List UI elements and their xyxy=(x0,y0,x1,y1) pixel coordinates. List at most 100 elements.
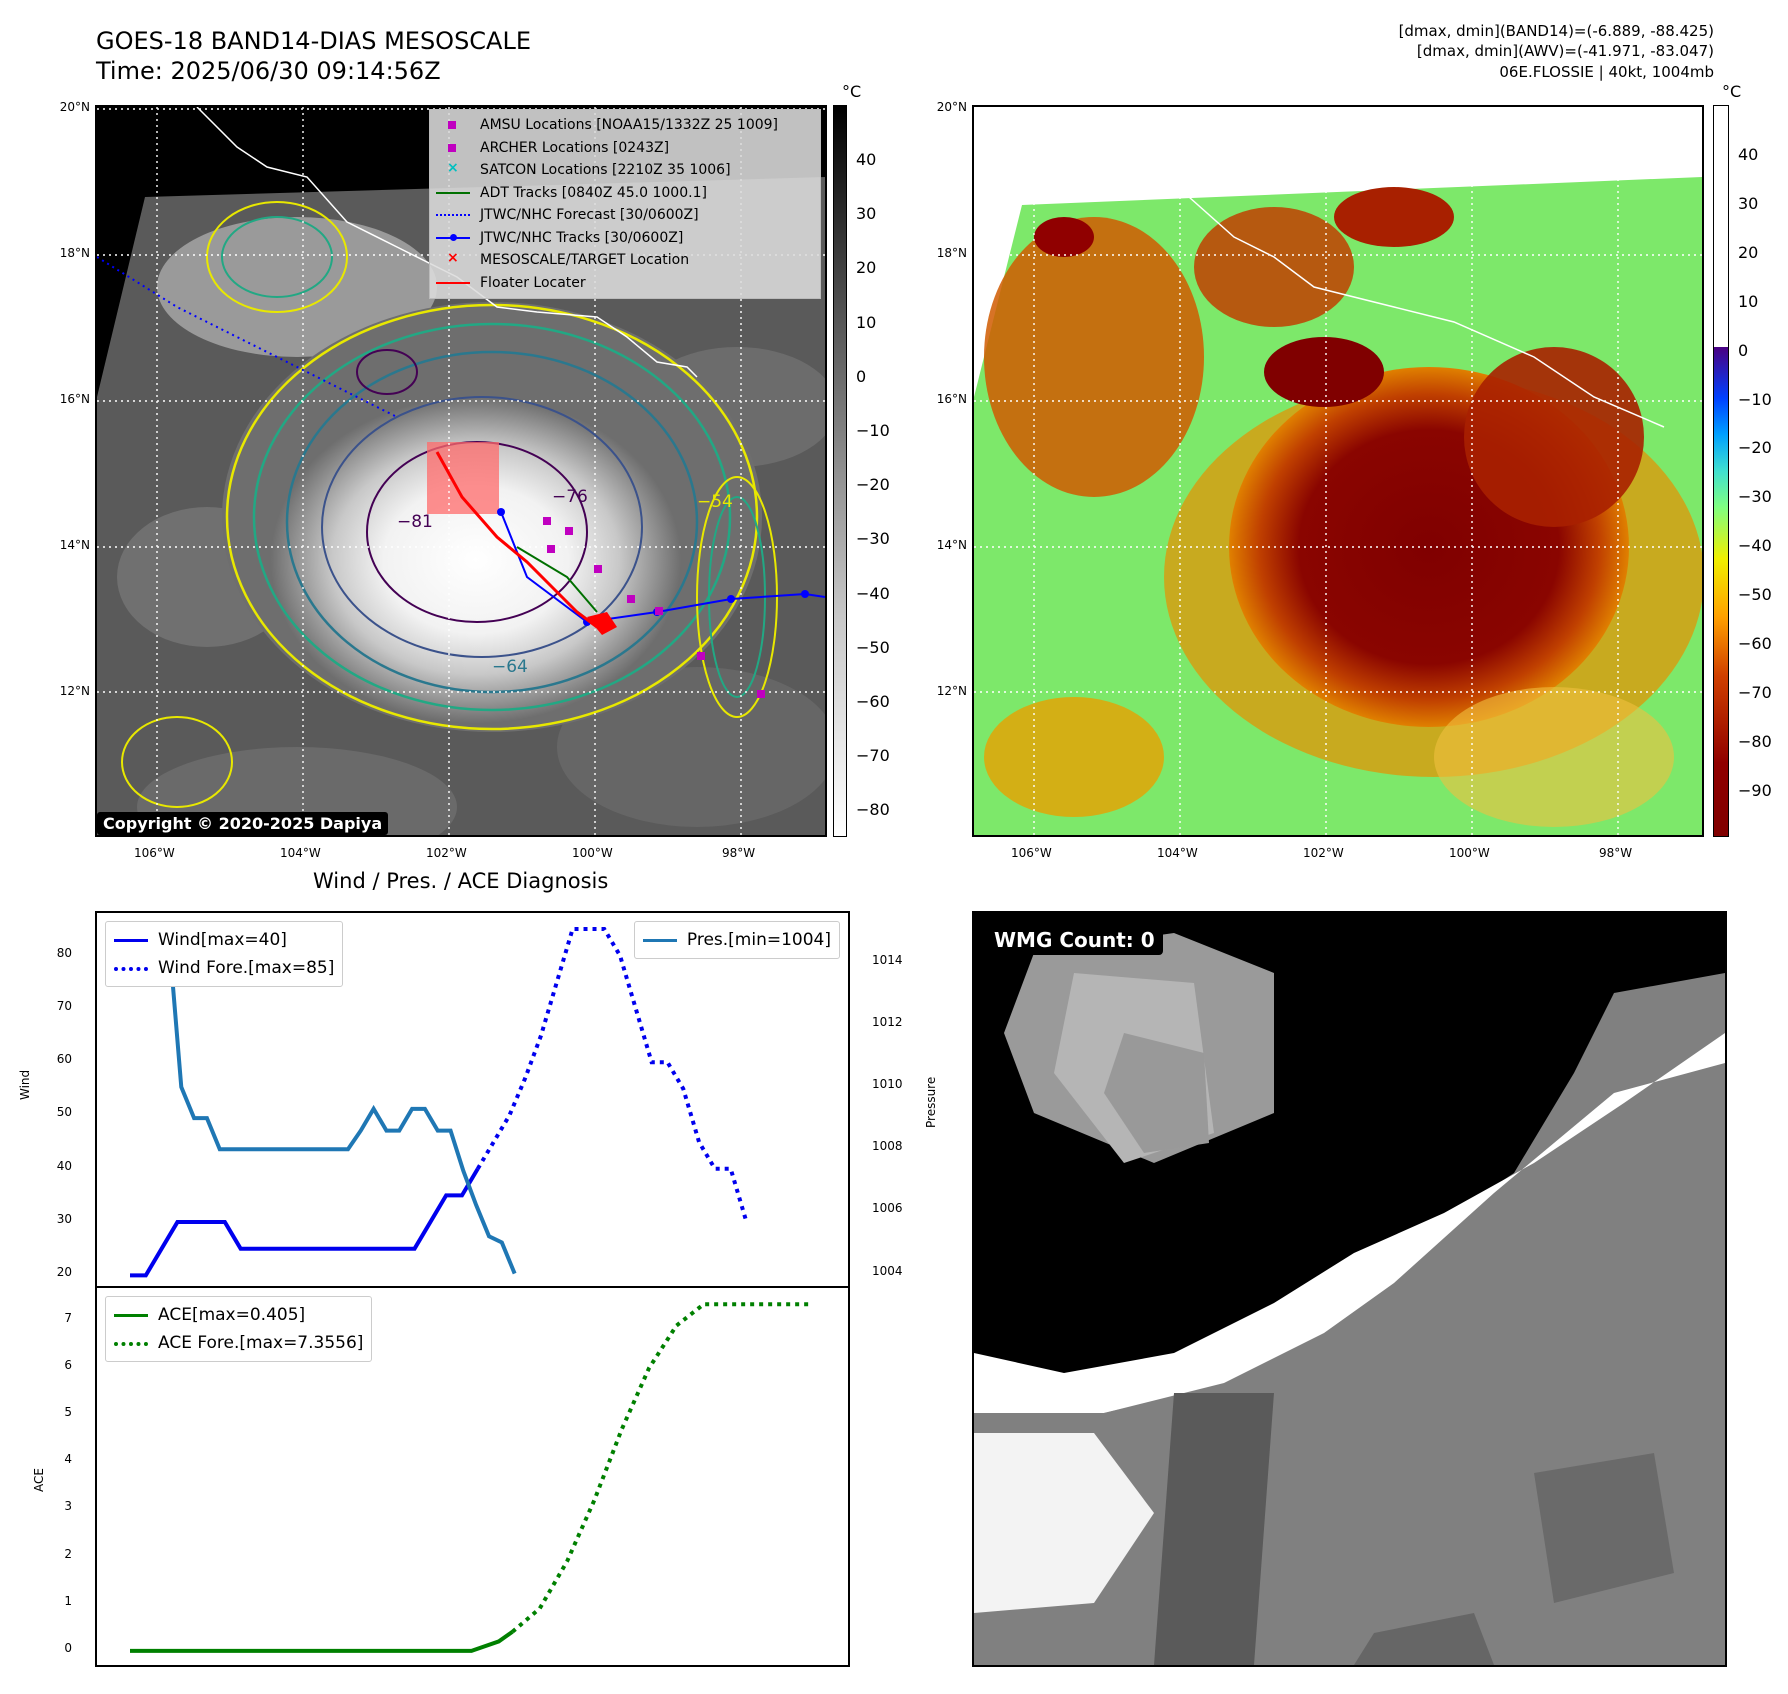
colorbar-tick-label: 30 xyxy=(1738,193,1759,213)
wmg-panel: WMG Count: 0 xyxy=(972,911,1727,1667)
legend-item-tracks: JTWC/NHC Tracks [30/0600Z] xyxy=(436,227,814,250)
ace-panel: ACE[max=0.405] ACE Fore.[max=7.3556] xyxy=(95,1286,850,1667)
colorbar-tick-label: 20 xyxy=(1738,242,1759,262)
colorbar-tick-label: −20 xyxy=(1738,438,1772,458)
ace-plot xyxy=(130,1302,813,1653)
y-tick-label: 6 xyxy=(64,1358,72,1373)
lat-label: 14°N xyxy=(936,538,967,552)
colorbar-tick-label: −80 xyxy=(1738,731,1772,751)
wv-map-image xyxy=(974,107,1702,835)
colorbar-tick-label: 30 xyxy=(856,204,877,224)
lat-label: 18°N xyxy=(936,246,967,260)
colorbar-tick-label: −60 xyxy=(856,692,890,711)
lon-label: 102°W xyxy=(426,846,467,860)
colorbar-tick-label: −90 xyxy=(1738,780,1772,800)
lat-label: 18°N xyxy=(59,246,90,260)
wmg-count-label: WMG Count: 0 xyxy=(986,925,1163,955)
y-tick-label: 30 xyxy=(56,1212,72,1227)
y-tick-label: 0 xyxy=(64,1640,72,1655)
legend-item-floater: Floater Locater xyxy=(436,272,814,295)
y-tick-label: 5 xyxy=(64,1405,72,1420)
wv-map-panel xyxy=(972,105,1704,837)
colorbar-tick-label: 20 xyxy=(856,258,877,278)
lon-label: 106°W xyxy=(134,846,175,860)
legend-item-archer: ARCHER Locations [0243Z] xyxy=(436,137,814,160)
ace-legend: ACE[max=0.405] ACE Fore.[max=7.3556] xyxy=(105,1296,373,1362)
ace-axis-label: ACE xyxy=(32,1468,46,1492)
legend-wind: Wind[max=40] xyxy=(114,926,334,954)
colorbar-tick-label: −30 xyxy=(1738,487,1772,507)
colorbar-unit: °C xyxy=(842,82,862,101)
colorbar-tick-label: −40 xyxy=(1738,536,1772,556)
lat-label: 20°N xyxy=(59,100,90,114)
wind-legend: Wind[max=40] Wind Fore.[max=85] xyxy=(105,921,344,987)
pressure-axis-label: Pressure xyxy=(924,1076,938,1128)
wind-pressure-plot xyxy=(130,926,749,1278)
colorbar-tick-label: −10 xyxy=(1738,389,1772,409)
legend-item-target: × MESOSCALE/TARGET Location xyxy=(447,250,690,269)
ir-map-panel: −64 −81 −76 −54 AMSU Locations [NOAA15/1… xyxy=(95,105,827,837)
lat-label: 14°N xyxy=(59,538,90,552)
colorbar-tick-label: 10 xyxy=(1738,291,1759,311)
colorbar-tick-label: −20 xyxy=(856,475,890,495)
colorbar-tick-label: 10 xyxy=(856,312,877,332)
lon-label: 98°W xyxy=(1599,846,1633,860)
wind-pressure-panel: Wind[max=40] Wind Fore.[max=85] Pres.[mi… xyxy=(95,911,850,1288)
y-tick-label: 1008 xyxy=(872,1139,903,1154)
y-tick-label: 1012 xyxy=(872,1014,903,1029)
y-tick-label: 1014 xyxy=(872,952,903,967)
lat-label: 12°N xyxy=(59,684,90,698)
diagnosis-title: Wind / Pres. / ACE Diagnosis xyxy=(313,869,609,893)
figure-title-line2: Time: 2025/06/30 09:14:56Z xyxy=(96,57,441,85)
lat-label: 12°N xyxy=(936,684,967,698)
y-tick-label: 70 xyxy=(56,998,72,1013)
y-tick-label: 80 xyxy=(56,945,72,960)
wind-series-line xyxy=(130,1167,480,1278)
contour-label: −76 xyxy=(552,487,588,507)
y-tick-label: 1010 xyxy=(872,1077,903,1092)
copyright-label: Copyright © 2020-2025 Dapiya xyxy=(97,812,389,835)
legend-pressure: Pres.[min=1004] xyxy=(642,926,831,954)
stats-line2: [dmax, dmin](AWV)=(-41.971, -83.047) xyxy=(1416,42,1714,60)
lon-label: 104°W xyxy=(280,846,321,860)
stats-line1: [dmax, dmin](BAND14)=(-6.889, -88.425) xyxy=(1398,22,1714,40)
legend-item-amsu: AMSU Locations [NOAA15/1332Z 25 1009] xyxy=(436,114,814,137)
pressure-series-line xyxy=(130,929,517,1275)
lat-label: 20°N xyxy=(936,100,967,114)
y-tick-label: 40 xyxy=(56,1158,72,1173)
colorbar-tick-label: −10 xyxy=(856,421,890,440)
colorbar-tick-label: −30 xyxy=(856,529,890,549)
legend-ace-forecast: ACE Fore.[max=7.3556] xyxy=(114,1329,363,1357)
colorbar-tick-label: 40 xyxy=(856,150,877,169)
lon-label: 106°W xyxy=(1011,846,1052,860)
wv-colorbar xyxy=(1713,105,1729,837)
colorbar-tick-label: 0 xyxy=(856,366,867,386)
wind-axis-label: Wind xyxy=(18,1069,32,1100)
colorbar-tick-label: 0 xyxy=(1738,340,1749,360)
ir-map-image: −64 −81 −76 −54 xyxy=(97,107,825,835)
lon-label: 100°W xyxy=(572,846,613,860)
y-tick-label: 1006 xyxy=(872,1201,903,1216)
y-tick-label: 1 xyxy=(64,1593,72,1608)
legend-item-adt: ADT Tracks [0840Z 45.0 1000.1] xyxy=(436,182,814,205)
contour-label: −81 xyxy=(397,512,433,532)
legend-wind-forecast: Wind Fore.[max=85] xyxy=(114,954,334,982)
colorbar-tick-label: −80 xyxy=(856,800,890,820)
contour-label: −54 xyxy=(697,492,733,512)
lat-label: 16°N xyxy=(936,392,967,406)
colorbar-tick-label: −70 xyxy=(1738,682,1772,702)
lon-label: 98°W xyxy=(722,846,756,860)
ace-forecast-series-line xyxy=(511,1302,813,1634)
legend-item-satcon: × SATCON Locations [2210Z 35 1006] xyxy=(447,160,731,179)
y-tick-label: 50 xyxy=(56,1105,72,1120)
y-tick-label: 7 xyxy=(64,1310,72,1325)
y-tick-label: 20 xyxy=(56,1265,72,1280)
colorbar-tick-label: −70 xyxy=(856,746,890,766)
ir-colorbar xyxy=(833,105,847,837)
colorbar-tick-label: 40 xyxy=(1738,145,1759,164)
lon-label: 102°W xyxy=(1303,846,1344,860)
wind-forecast-series-line xyxy=(476,926,749,1223)
y-tick-label: 3 xyxy=(64,1499,72,1514)
pressure-legend: Pres.[min=1004] xyxy=(633,921,840,959)
colorbar-tick-label: −50 xyxy=(1738,585,1772,605)
